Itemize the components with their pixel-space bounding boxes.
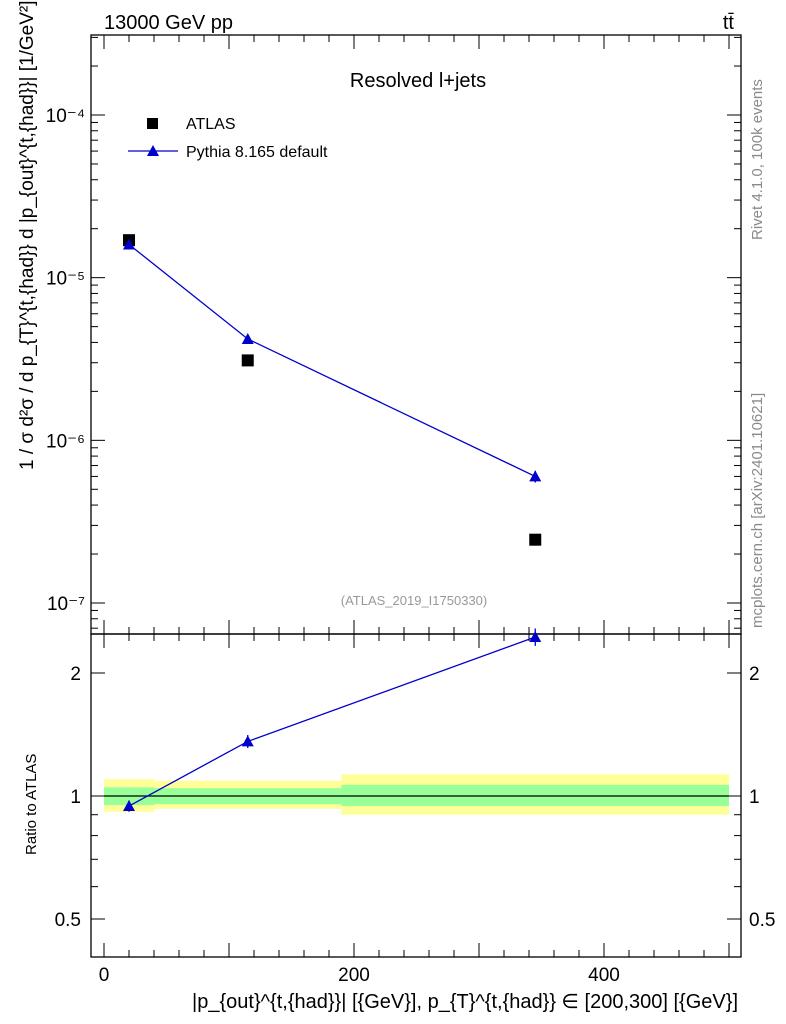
xlabel: |p_{out}^{t,{had}}| [{GeV}], p_{T}^{t,{h… xyxy=(192,991,738,1013)
rivet-label: Rivet 4.1.0, 100k events xyxy=(749,79,766,240)
legend-pythia-marker xyxy=(147,145,159,156)
pythia-line xyxy=(128,243,536,478)
atlas-point xyxy=(241,354,254,367)
pythia-point xyxy=(123,238,135,250)
main-ytick-label: 10⁻⁷ xyxy=(47,594,85,615)
main-ytick-label: 10⁻⁶ xyxy=(46,431,85,452)
ratio-ytick-label-right: 0.5 xyxy=(749,910,775,931)
pythia-point xyxy=(241,332,254,344)
main-ytick-label: 10⁻⁵ xyxy=(46,269,85,290)
xtick-label: 200 xyxy=(338,965,370,986)
legend-atlas-marker xyxy=(147,118,158,129)
main-ytick-label: 10⁻⁴ xyxy=(46,106,85,127)
legend: ATLAS Pythia 8.165 default xyxy=(128,116,328,161)
ratio-pythia-point xyxy=(529,630,542,642)
legend-pythia-label: Pythia 8.165 default xyxy=(186,144,328,161)
process-label: tt̄ xyxy=(723,12,735,34)
ratio-ylabel: Ratio to ATLAS xyxy=(23,754,40,855)
pythia-point xyxy=(529,470,542,482)
ratio-ytick-label-right: 1 xyxy=(749,787,760,808)
ratio-ytick-label-left: 2 xyxy=(70,664,81,685)
xtick-label: 0 xyxy=(99,965,110,986)
atlas-point xyxy=(529,533,542,546)
energy-label: 13000 GeV pp xyxy=(104,12,233,34)
analysis-id: (ATLAS_2019_I1750330) xyxy=(341,593,487,608)
ratio-ytick-label-right: 2 xyxy=(749,664,760,685)
main-ylabel: 1 / σ d²σ / d p_{T}^{t,{had}} d |p_{out}… xyxy=(17,0,38,470)
chart-title: Resolved l+jets xyxy=(350,70,486,92)
legend-atlas-label: ATLAS xyxy=(186,116,236,133)
ratio-pythia-point xyxy=(123,800,135,812)
chart-marks: 10⁻⁷ 10⁻⁶ 10⁻⁵ 10⁻⁴ 0.5 0.5 1 1 2 2 0 200 400 xyxy=(46,34,775,986)
ratio-ytick-label-left: 1 xyxy=(70,787,81,808)
source-label: mcplots.cern.ch [arXiv:2401.10621] xyxy=(749,393,766,628)
ratio-ytick-label-left: 0.5 xyxy=(55,910,81,931)
xtick-label: 400 xyxy=(588,965,620,986)
ratio-pythia-point xyxy=(241,735,254,747)
